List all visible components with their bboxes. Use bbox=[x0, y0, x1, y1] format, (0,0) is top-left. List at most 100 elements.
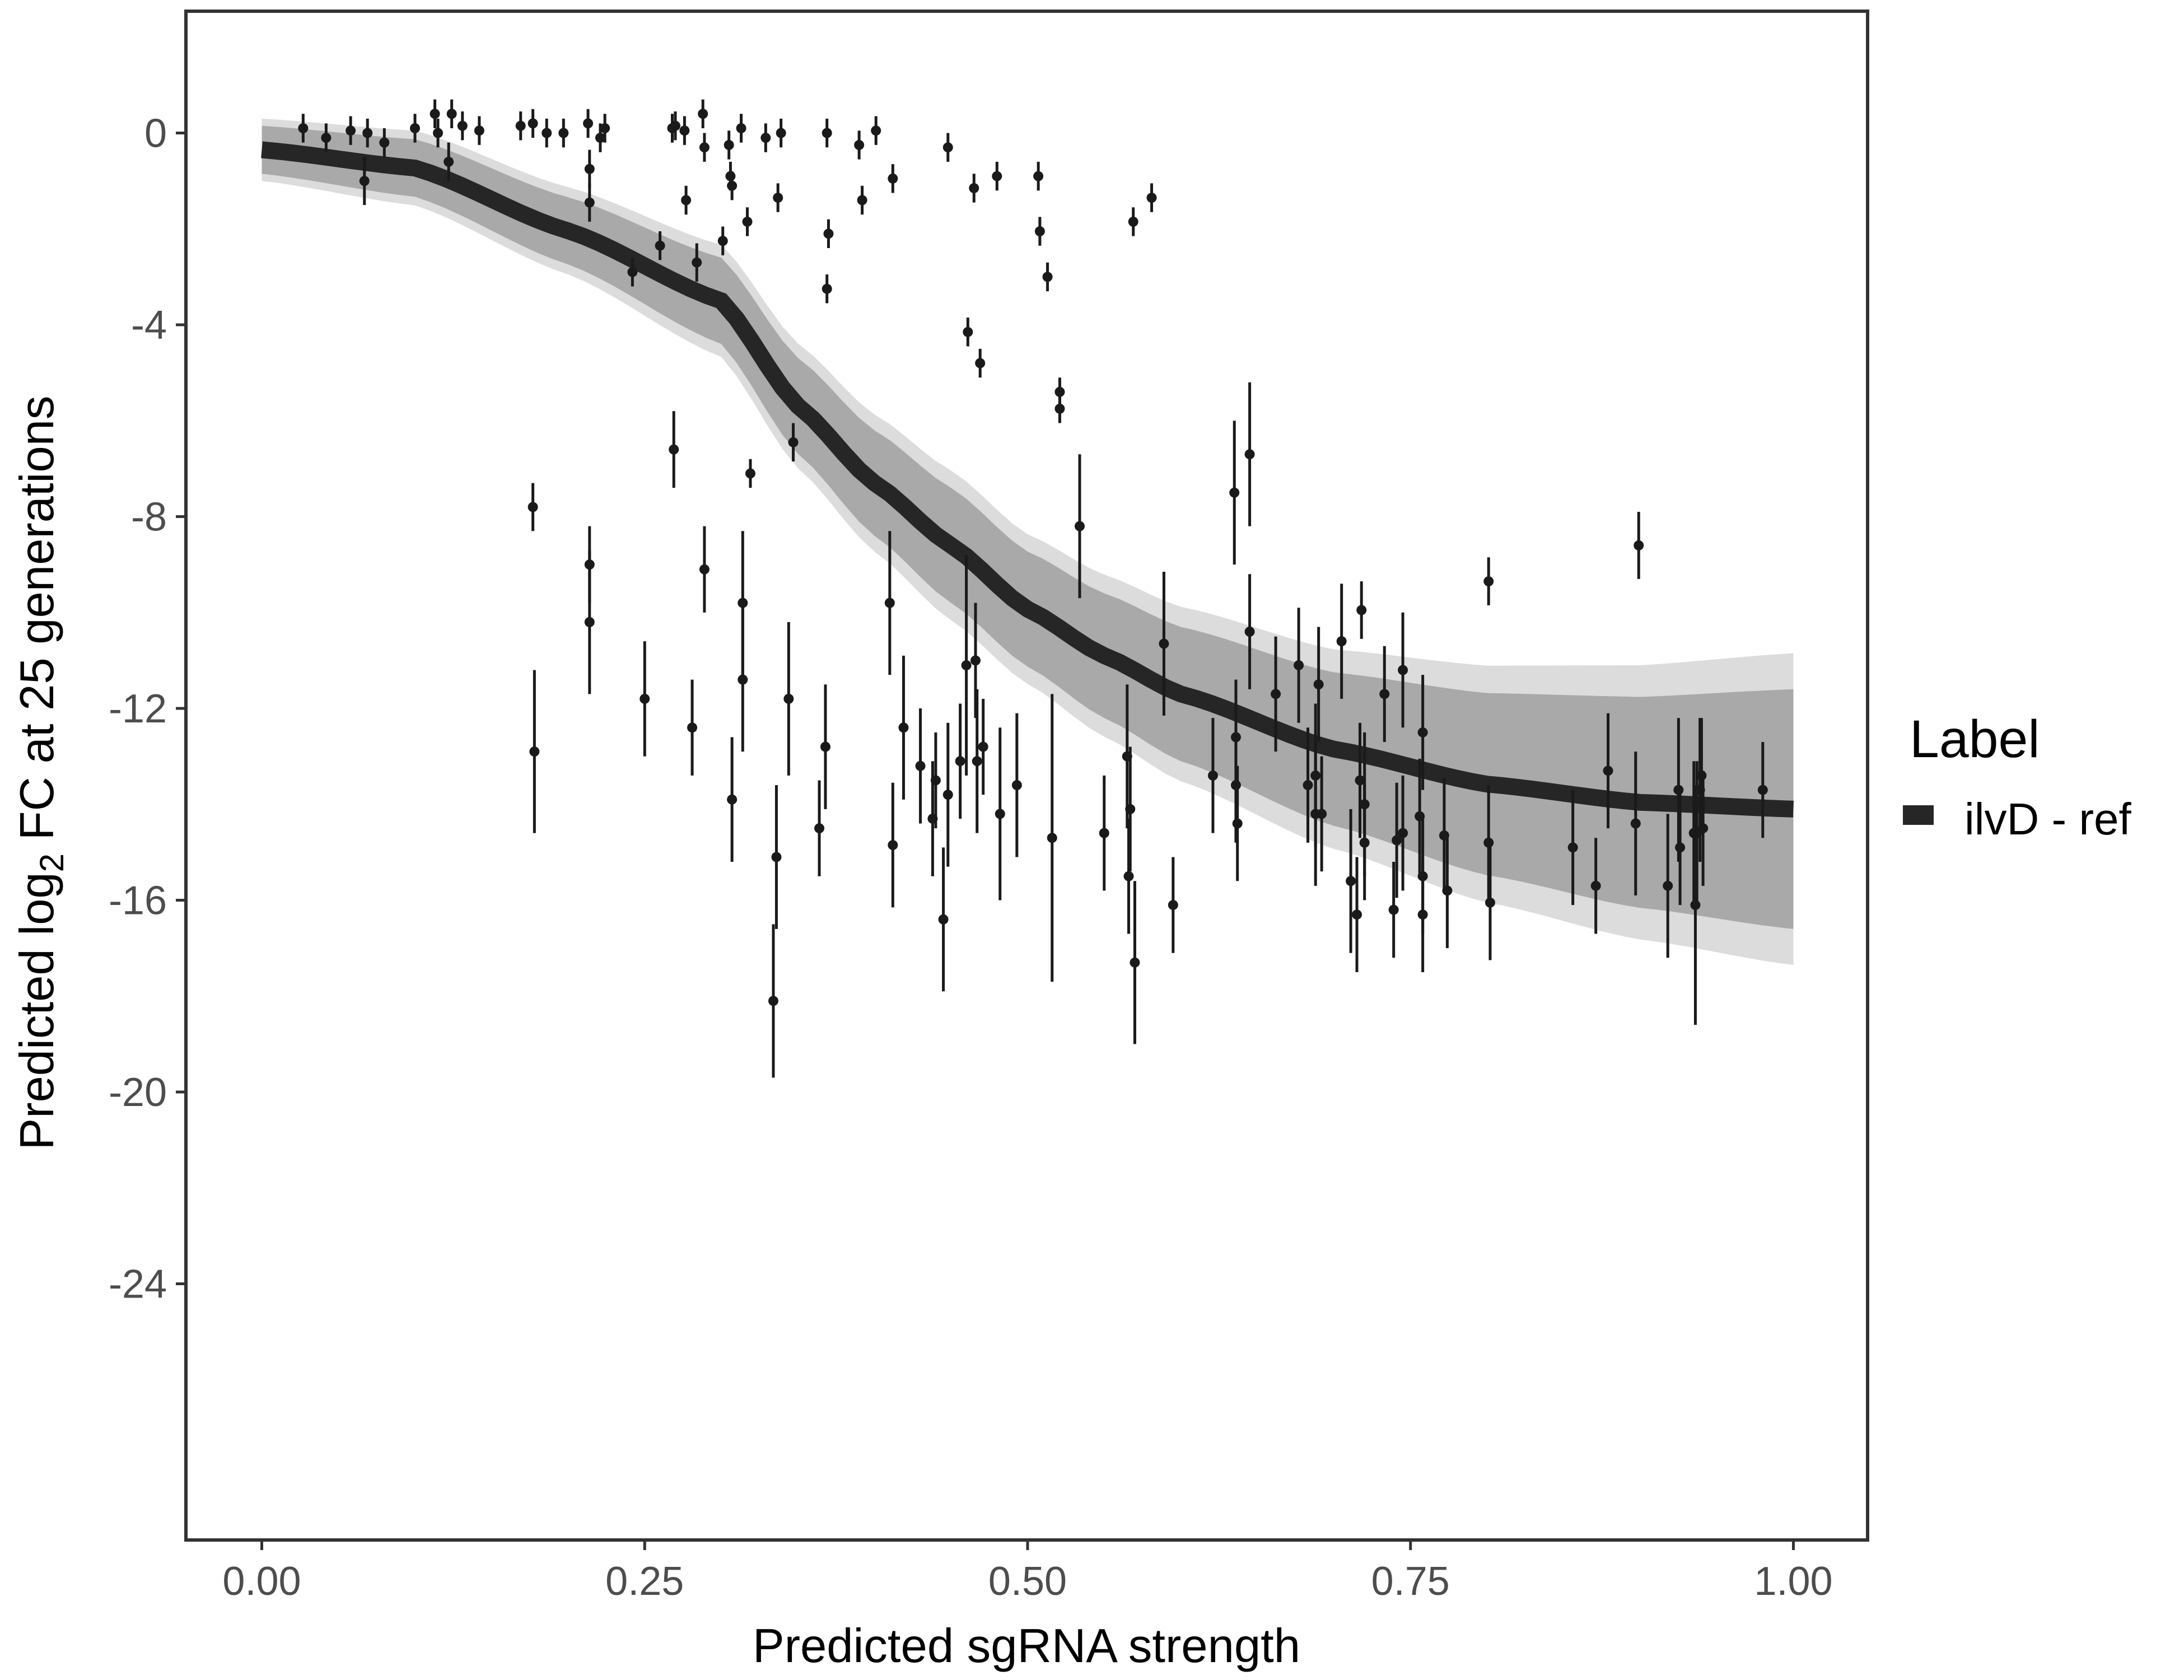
point-marker bbox=[1294, 660, 1304, 670]
data-point bbox=[699, 526, 710, 613]
data-point bbox=[776, 118, 786, 148]
point-marker bbox=[1099, 828, 1109, 838]
point-marker bbox=[430, 109, 440, 119]
point-marker bbox=[871, 125, 881, 136]
point-marker bbox=[433, 128, 444, 138]
data-point bbox=[298, 114, 309, 143]
point-marker bbox=[727, 794, 738, 805]
point-marker bbox=[814, 823, 825, 834]
data-point bbox=[687, 679, 698, 776]
point-marker bbox=[783, 693, 794, 704]
point-marker bbox=[699, 564, 710, 575]
point-marker bbox=[1303, 780, 1313, 790]
point-marker bbox=[742, 216, 753, 227]
data-point bbox=[362, 118, 373, 148]
point-marker bbox=[457, 120, 468, 131]
data-point bbox=[528, 483, 538, 531]
data-point bbox=[1346, 809, 1356, 953]
data-point bbox=[884, 531, 895, 675]
point-marker bbox=[1244, 449, 1255, 460]
point-marker bbox=[820, 741, 830, 752]
data-point bbox=[942, 722, 953, 867]
point-marker bbox=[773, 193, 783, 203]
data-point bbox=[1696, 718, 1707, 833]
data-point bbox=[1168, 857, 1178, 953]
data-point bbox=[857, 185, 867, 215]
point-marker bbox=[1146, 193, 1157, 203]
point-marker bbox=[1042, 272, 1053, 282]
data-point bbox=[584, 150, 595, 188]
data-point bbox=[1590, 838, 1601, 934]
data-point bbox=[1099, 775, 1109, 891]
point-marker bbox=[738, 598, 748, 608]
data-point bbox=[745, 459, 755, 488]
data-point bbox=[1603, 713, 1613, 829]
data-point bbox=[1392, 782, 1402, 898]
point-marker bbox=[776, 128, 786, 138]
data-point bbox=[584, 550, 595, 694]
point-marker bbox=[1054, 386, 1065, 397]
data-point bbox=[1011, 713, 1022, 857]
data-point bbox=[359, 157, 370, 205]
point-marker bbox=[970, 655, 981, 666]
data-point bbox=[727, 737, 738, 862]
y-tick-label: -20 bbox=[109, 1070, 167, 1115]
data-point bbox=[823, 219, 834, 248]
data-point bbox=[433, 118, 444, 148]
point-marker bbox=[1673, 785, 1684, 795]
point-marker bbox=[600, 123, 610, 133]
data-point bbox=[814, 780, 825, 876]
point-marker bbox=[1232, 818, 1243, 829]
data-point bbox=[822, 274, 832, 304]
data-point bbox=[736, 114, 746, 143]
point-marker bbox=[1398, 828, 1408, 838]
data-point bbox=[583, 109, 594, 138]
legend-label-ilvd-ref: ilvD - ref bbox=[1964, 794, 2132, 844]
point-marker bbox=[1313, 679, 1324, 690]
point-marker bbox=[1168, 900, 1178, 911]
point-marker bbox=[681, 195, 692, 206]
data-point bbox=[898, 655, 909, 800]
data-point bbox=[692, 243, 702, 282]
data-point bbox=[768, 924, 778, 1078]
point-marker bbox=[1125, 804, 1136, 814]
point-marker bbox=[717, 236, 728, 246]
point-marker bbox=[1359, 837, 1370, 848]
fit-curve-layer bbox=[261, 141, 1794, 818]
data-point bbox=[871, 116, 881, 145]
point-marker bbox=[410, 123, 420, 133]
data-point bbox=[1567, 790, 1578, 906]
legend: Label ilvD - ref bbox=[1903, 710, 2132, 844]
point-marker bbox=[1271, 689, 1281, 699]
point-marker bbox=[584, 164, 595, 174]
point-marker bbox=[1398, 665, 1408, 675]
data-point bbox=[738, 608, 748, 752]
point-marker bbox=[1054, 403, 1065, 414]
data-point bbox=[1485, 845, 1495, 960]
data-point bbox=[1379, 646, 1390, 742]
point-marker bbox=[515, 120, 526, 131]
data-point bbox=[1359, 785, 1370, 900]
point-marker bbox=[583, 118, 594, 129]
data-point bbox=[1159, 571, 1169, 716]
data-point bbox=[783, 622, 794, 776]
data-point bbox=[930, 732, 941, 829]
point-marker bbox=[1388, 904, 1399, 915]
point-marker bbox=[1634, 540, 1644, 550]
data-point bbox=[1663, 814, 1673, 958]
point-marker bbox=[955, 756, 965, 767]
data-point bbox=[1442, 833, 1453, 949]
point-marker bbox=[1159, 638, 1169, 649]
y-axis-title: Predicted log2 FC at 25 generations bbox=[11, 396, 71, 1150]
point-marker bbox=[595, 133, 605, 143]
x-tick-label: 1.00 bbox=[1754, 1559, 1832, 1604]
data-point bbox=[1229, 421, 1240, 565]
point-marker bbox=[975, 358, 986, 368]
point-marker bbox=[972, 756, 982, 767]
x-axis: 0.00 0.25 0.50 0.75 1.00 bbox=[222, 1540, 1833, 1604]
data-point bbox=[969, 174, 979, 203]
point-marker bbox=[1690, 900, 1701, 911]
y-tick-label: -8 bbox=[131, 495, 167, 540]
point-marker bbox=[1074, 521, 1085, 531]
